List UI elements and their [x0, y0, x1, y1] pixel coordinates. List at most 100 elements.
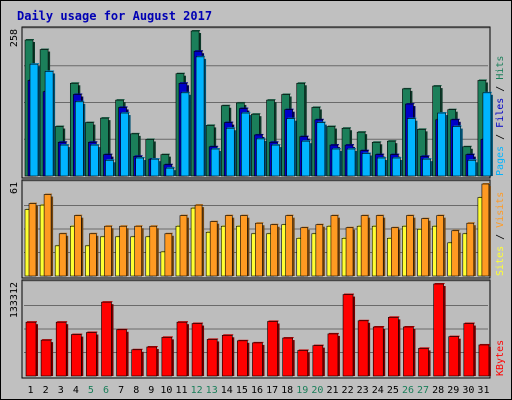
bar-hits-day-7-top	[116, 99, 125, 101]
bar-visits-day-25-side	[398, 229, 401, 276]
bar-pages-day-27	[422, 158, 431, 177]
legend-sites: Sites	[495, 246, 506, 276]
bar-visits-day-18-side	[292, 217, 295, 276]
x-tick-label-day-10: 10	[160, 385, 172, 396]
bar-hits-day-14-top	[222, 104, 231, 106]
x-tick-label-day-8: 8	[133, 385, 139, 396]
bar-pages-day-6	[105, 159, 114, 177]
bar-kbytes-day-29-side	[458, 338, 461, 376]
legend-hits: Hits	[495, 56, 506, 80]
bar-kbytes-day-29-top	[449, 335, 460, 337]
bar-visits-day-18	[285, 215, 293, 277]
bar-pages-day-25-top	[393, 157, 402, 159]
bar-pages-day-12	[195, 56, 205, 177]
bar-pages-day-21-top	[332, 148, 341, 150]
bar-pages-day-17-side	[279, 147, 282, 176]
bar-visits-day-13-side	[217, 223, 220, 276]
bar-kbytes-day-14-side	[232, 337, 235, 376]
bar-visits-day-10	[164, 233, 173, 277]
bar-hits-day-12-top	[192, 30, 201, 31]
bar-pages-day-6-side	[113, 162, 116, 176]
bar-pages-day-24	[376, 157, 386, 177]
bar-pages-day-7-side	[128, 115, 131, 176]
bar-files-day-4-top	[74, 93, 83, 95]
bar-hits-day-10-top	[161, 153, 170, 155]
bar-kbytes-day-21-side	[337, 335, 340, 376]
bar-kbytes-day-12-top	[193, 322, 204, 324]
bar-kbytes-day-13	[206, 339, 218, 377]
bar-pages-day-22-top	[348, 148, 357, 150]
bar-visits-day-30	[466, 222, 475, 277]
legend-separator: /	[495, 228, 506, 246]
bar-pages-day-11-side	[188, 94, 191, 176]
x-tick-label-day-4: 4	[73, 385, 79, 396]
bar-kbytes-day-8	[131, 349, 142, 377]
bar-hits-day-20-top	[312, 106, 321, 108]
bar-visits-day-14	[224, 215, 233, 277]
bar-kbytes-day-20-top	[313, 344, 324, 346]
bar-pages-day-20-top	[317, 121, 326, 123]
bar-kbytes-day-27-side	[428, 350, 431, 376]
bar-pages-day-19	[301, 140, 311, 177]
bar-pages-day-17-top	[272, 144, 281, 146]
bar-hits-day-8-top	[131, 132, 140, 134]
bar-pages-day-29	[452, 126, 462, 177]
bar-pages-day-4	[74, 101, 84, 177]
bar-kbytes-day-17-top	[268, 320, 279, 322]
bar-pages-day-5	[90, 144, 99, 177]
bar-visits-day-7-top	[120, 225, 128, 227]
bar-visits-day-22	[345, 227, 354, 277]
bar-kbytes-day-31-side	[488, 346, 491, 376]
bar-visits-day-4-top	[75, 214, 83, 216]
bar-pages-day-8-side	[143, 160, 146, 176]
bar-kbytes-day-14	[221, 334, 233, 377]
bar-kbytes-day-9-top	[147, 346, 158, 348]
bar-visits-day-9-top	[150, 225, 158, 227]
bar-kbytes-day-28-side	[443, 286, 446, 376]
x-tick-label-day-5: 5	[88, 385, 94, 396]
x-tick-label-day-15: 15	[236, 385, 248, 396]
bar-kbytes-day-25-top	[389, 316, 400, 318]
bar-kbytes-day-8-side	[141, 351, 144, 376]
bar-kbytes-day-26-top	[404, 326, 415, 328]
bar-pages-day-14	[225, 127, 235, 177]
bar-kbytes-day-1-side	[36, 324, 38, 376]
bar-pages-day-29-side	[460, 128, 463, 176]
bar-pages-day-27-top	[423, 158, 432, 160]
bar-files-day-26-top	[406, 103, 415, 105]
bar-pages-day-4-side	[83, 103, 86, 176]
bar-pages-day-23	[361, 153, 371, 177]
bar-visits-day-30-top	[467, 222, 475, 224]
bar-visits-day-26	[406, 215, 414, 277]
bar-pages-day-25	[392, 157, 401, 177]
bar-kbytes-day-7	[116, 329, 127, 377]
bar-files-day-7-top	[119, 106, 128, 108]
bar-pages-day-3-side	[68, 147, 71, 176]
bar-pages-day-30-top	[468, 159, 477, 161]
bar-kbytes-day-18	[282, 337, 293, 377]
bar-visits-day-4	[73, 215, 82, 277]
bar-kbytes-day-22-side	[353, 296, 356, 376]
bar-pages-day-15-side	[249, 115, 252, 176]
bar-visits-day-19	[300, 227, 309, 277]
bar-kbytes-day-30	[463, 323, 475, 377]
bar-kbytes-day-1	[25, 321, 37, 377]
bar-kbytes-day-7-top	[117, 328, 128, 330]
bar-visits-day-30-side	[473, 225, 476, 276]
bar-hits-day-18-top	[282, 93, 291, 95]
bar-pages-day-3-top	[61, 144, 70, 146]
bar-pages-day-9-side	[158, 161, 161, 176]
bar-pages-day-4-top	[76, 100, 85, 102]
bar-pages-day-18-side	[294, 120, 297, 176]
bar-hits-day-28-top	[433, 85, 442, 87]
bar-pages-day-19-top	[302, 140, 311, 142]
bar-visits-day-1	[28, 203, 37, 277]
bar-hits-day-4-top	[71, 82, 80, 84]
bar-kbytes-day-10-side	[171, 339, 174, 376]
bar-pages-day-7-top	[121, 112, 130, 114]
bar-pages-day-10-top	[166, 167, 175, 169]
bar-visits-day-25-top	[392, 226, 400, 228]
x-tick-label-day-1: 1	[28, 385, 34, 396]
bar-pages-day-9	[150, 158, 160, 177]
